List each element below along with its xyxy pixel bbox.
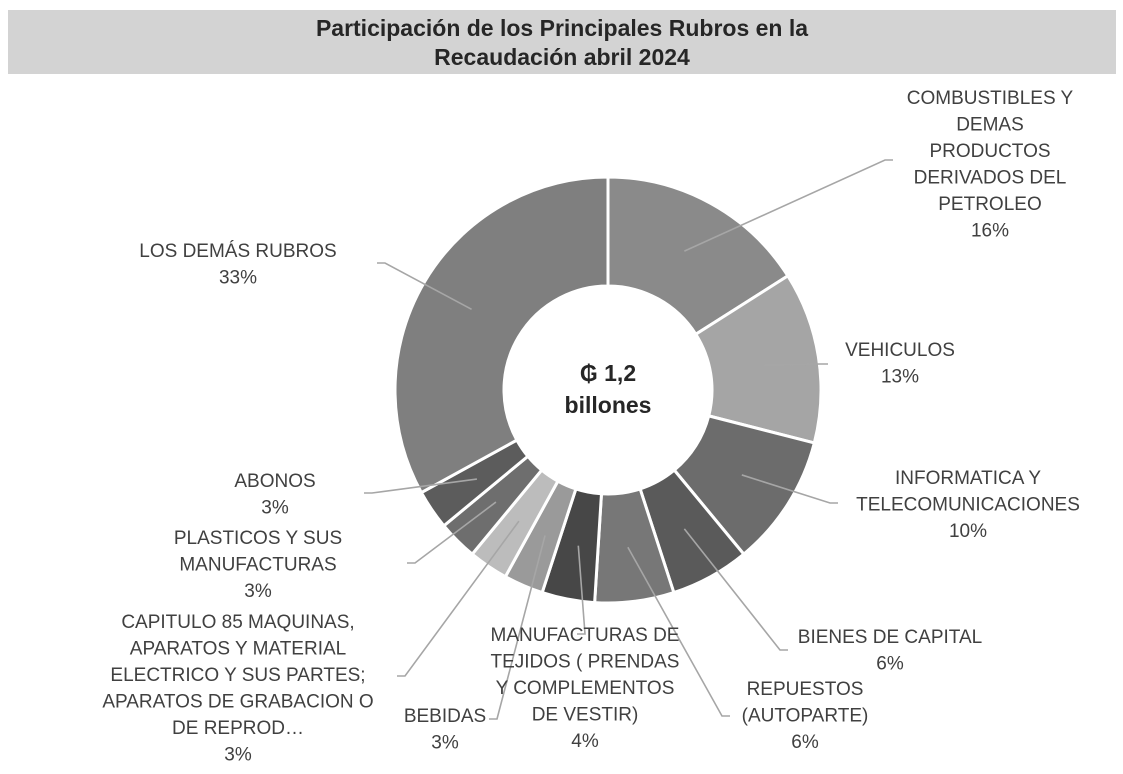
- slice-5-leader-line: [627, 546, 730, 717]
- slice-2-label: VEHICULOS 13%: [845, 340, 955, 388]
- slice-6-percent: 4%: [571, 731, 599, 752]
- slice-9-label-line: PLASTICOS Y SUS: [174, 528, 342, 549]
- slice-9-label-line: MANUFACTURAS: [179, 555, 336, 576]
- slice-3-label: INFORMATICA Y TELECOMUNICACIONES 10%: [856, 468, 1080, 542]
- slice-1-percent: 16%: [971, 221, 1009, 242]
- slice-11-label: LOS DEMÁS RUBROS 33%: [139, 241, 336, 289]
- slice-4-label-line: BIENES DE CAPITAL: [798, 627, 982, 648]
- leader-lines: [364, 159, 893, 720]
- slice-6-leader-line: [577, 545, 586, 635]
- slice-8-label-line: APARATOS Y MATERIAL: [130, 639, 346, 660]
- slice-2-percent: 13%: [881, 367, 919, 388]
- slice-6-label-line: DE VESTIR): [532, 705, 639, 726]
- slice-3-percent: 10%: [949, 521, 987, 542]
- slice-7-label: BEBIDAS 3%: [404, 706, 486, 754]
- chart-title-line-2: Recaudación abril 2024: [434, 44, 690, 70]
- slice-9-label: PLASTICOS Y SUS MANUFACTURAS 3%: [174, 528, 342, 602]
- slice-10-label: ABONOS 3%: [234, 471, 315, 519]
- slice-1-label-line: DERIVADOS DEL: [914, 168, 1067, 189]
- slice-2-leader-line: [764, 363, 828, 367]
- slice-5-label-line: REPUESTOS: [747, 679, 864, 700]
- slice-8-label: CAPITULO 85 MAQUINAS, APARATOS Y MATERIAL…: [102, 612, 373, 766]
- center-label: ₲ 1,2 billones: [565, 360, 652, 418]
- center-label-unit: billones: [565, 392, 652, 418]
- slice-1-label-line: PETROLEO: [938, 194, 1041, 215]
- slice-4-leader-line: [683, 528, 788, 651]
- slice-7-percent: 3%: [431, 733, 459, 754]
- chart-title-band: Participación de los Principales Rubros …: [8, 10, 1116, 74]
- slice-labels: COMBUSTIBLES Y DEMAS PRODUCTOS DERIVADOS DE…: [102, 88, 1080, 766]
- slice-5-label-line: (AUTOPARTE): [742, 706, 869, 727]
- slice-11-label-line: LOS DEMÁS RUBROS: [139, 241, 336, 262]
- slice-1: [606, 175, 790, 337]
- slice-11: [393, 175, 610, 495]
- donut-slices: [393, 175, 823, 605]
- slice-3-label-line: INFORMATICA Y: [895, 468, 1041, 489]
- slice-7-leader-line: [489, 535, 546, 720]
- slice-6-label-line: TEJIDOS ( PRENDAS: [491, 652, 680, 673]
- slice-10-leader-line: [364, 478, 478, 494]
- slice-8-percent: 3%: [224, 745, 252, 766]
- slice-4-percent: 6%: [876, 654, 904, 675]
- slice-8-leader-line: [397, 520, 520, 677]
- slice-3-leader-line: [741, 474, 838, 504]
- slice-6-label-line: MANUFACTURAS DE: [491, 625, 680, 646]
- slice-6-label-line: Y COMPLEMENTOS: [496, 678, 675, 699]
- slice-5-percent: 6%: [791, 732, 819, 753]
- slice-11-leader-line: [377, 262, 472, 311]
- slice-7-label-line: BEBIDAS: [404, 706, 486, 727]
- slice-3-label-line: TELECOMUNICACIONES: [856, 495, 1080, 516]
- center-label-amount: ₲ 1,2: [580, 360, 636, 386]
- slice-8-label-line: CAPITULO 85 MAQUINAS,: [121, 612, 354, 633]
- slice-11-percent: 33%: [219, 268, 257, 289]
- slice-10-percent: 3%: [261, 498, 289, 519]
- slice-1-leader-line: [684, 159, 893, 252]
- slice-4-label: BIENES DE CAPITAL 6%: [798, 627, 982, 675]
- slice-9-percent: 3%: [244, 581, 272, 602]
- chart-title-line-1: Participación de los Principales Rubros …: [315, 15, 809, 41]
- slice-8-label-line: DE REPROD…: [172, 718, 304, 739]
- slice-5-label: REPUESTOS (AUTOPARTE) 6%: [742, 679, 869, 753]
- slice-6-label: MANUFACTURAS DE TEJIDOS ( PRENDAS Y COMPLE…: [491, 625, 680, 752]
- slice-1-label: COMBUSTIBLES Y DEMAS PRODUCTOS DERIVADOS DE…: [907, 88, 1074, 242]
- slice-10-label-line: ABONOS: [234, 471, 315, 492]
- slice-8-label-line: ELECTRICO Y SUS PARTES;: [110, 665, 365, 686]
- slice-1-label-line: DEMAS: [956, 115, 1024, 136]
- chart-title: Participación de los Principales Rubros …: [8, 14, 1116, 72]
- slice-1-label-line: PRODUCTOS: [929, 141, 1050, 162]
- slice-1-label-line: COMBUSTIBLES Y: [907, 88, 1074, 109]
- slice-8-label-line: APARATOS DE GRABACION O: [102, 692, 373, 713]
- slice-9-leader-line: [407, 501, 497, 564]
- slice-2: [693, 273, 823, 445]
- slice-2-label-line: VEHICULOS: [845, 340, 955, 361]
